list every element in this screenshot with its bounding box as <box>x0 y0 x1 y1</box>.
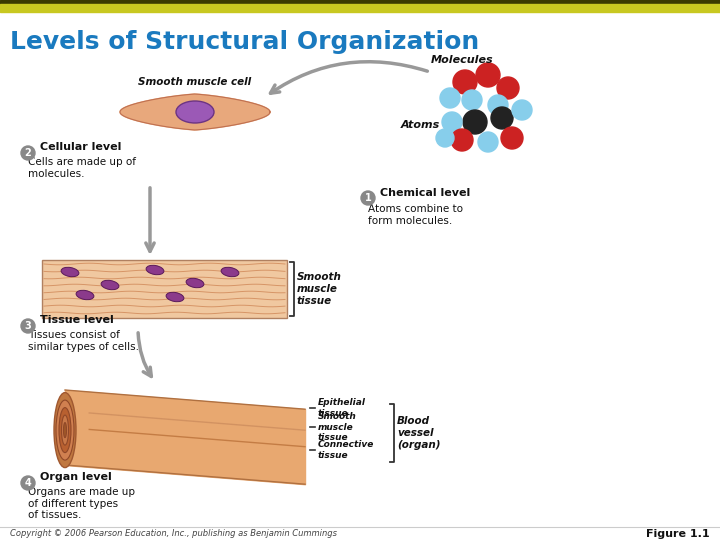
Text: Cellular level: Cellular level <box>40 142 122 152</box>
Ellipse shape <box>186 278 204 288</box>
Circle shape <box>451 129 473 151</box>
Circle shape <box>476 63 500 87</box>
Text: Levels of Structural Organization: Levels of Structural Organization <box>10 30 480 54</box>
Ellipse shape <box>54 393 76 468</box>
Bar <box>0 4 720 12</box>
Circle shape <box>440 88 460 108</box>
Ellipse shape <box>176 101 214 123</box>
Ellipse shape <box>59 408 71 453</box>
Polygon shape <box>120 94 270 130</box>
Circle shape <box>462 90 482 110</box>
Text: 2: 2 <box>24 148 32 158</box>
Bar <box>42 260 287 318</box>
Circle shape <box>361 191 375 205</box>
Circle shape <box>21 319 35 333</box>
Circle shape <box>442 112 462 132</box>
Text: Cells are made up of
molecules.: Cells are made up of molecules. <box>28 157 136 179</box>
Text: Blood
vessel
(organ): Blood vessel (organ) <box>397 416 441 450</box>
Text: Copyright © 2006 Pearson Education, Inc., publishing as Benjamin Cummings: Copyright © 2006 Pearson Education, Inc.… <box>10 530 337 538</box>
Text: Tissue level: Tissue level <box>40 315 114 325</box>
Text: 3: 3 <box>24 321 32 331</box>
Text: Smooth
muscle
tissue: Smooth muscle tissue <box>297 272 342 306</box>
Circle shape <box>21 476 35 490</box>
Text: Tissues consist of
similar types of cells.: Tissues consist of similar types of cell… <box>28 330 139 352</box>
Ellipse shape <box>61 267 79 276</box>
Text: Epithelial
tissue: Epithelial tissue <box>318 399 366 418</box>
Text: Molecules: Molecules <box>431 55 493 65</box>
Text: Chemical level: Chemical level <box>380 188 470 198</box>
Circle shape <box>491 107 513 129</box>
Ellipse shape <box>63 423 66 437</box>
Circle shape <box>478 132 498 152</box>
Ellipse shape <box>56 400 74 460</box>
Ellipse shape <box>146 265 164 275</box>
Circle shape <box>497 77 519 99</box>
Circle shape <box>512 100 532 120</box>
Circle shape <box>501 127 523 149</box>
Circle shape <box>463 110 487 134</box>
Ellipse shape <box>221 267 239 276</box>
Text: Atoms combine to
form molecules.: Atoms combine to form molecules. <box>368 204 463 226</box>
Text: 4: 4 <box>24 478 32 488</box>
Text: Organs are made up
of different types
of tissues.: Organs are made up of different types of… <box>28 487 135 520</box>
Circle shape <box>436 129 454 147</box>
Ellipse shape <box>101 280 119 289</box>
Text: Connective
tissue: Connective tissue <box>318 440 374 460</box>
Circle shape <box>21 146 35 160</box>
Text: Figure 1.1: Figure 1.1 <box>647 529 710 539</box>
Text: Atoms: Atoms <box>400 120 440 130</box>
Ellipse shape <box>76 291 94 300</box>
Circle shape <box>453 70 477 94</box>
Ellipse shape <box>61 415 68 445</box>
Text: Smooth
muscle
tissue: Smooth muscle tissue <box>318 412 356 442</box>
Text: Organ level: Organ level <box>40 472 112 482</box>
Bar <box>0 0 720 4</box>
Ellipse shape <box>166 292 184 302</box>
Text: 1: 1 <box>364 193 372 203</box>
Circle shape <box>488 95 508 115</box>
Text: Smooth muscle cell: Smooth muscle cell <box>138 77 251 87</box>
